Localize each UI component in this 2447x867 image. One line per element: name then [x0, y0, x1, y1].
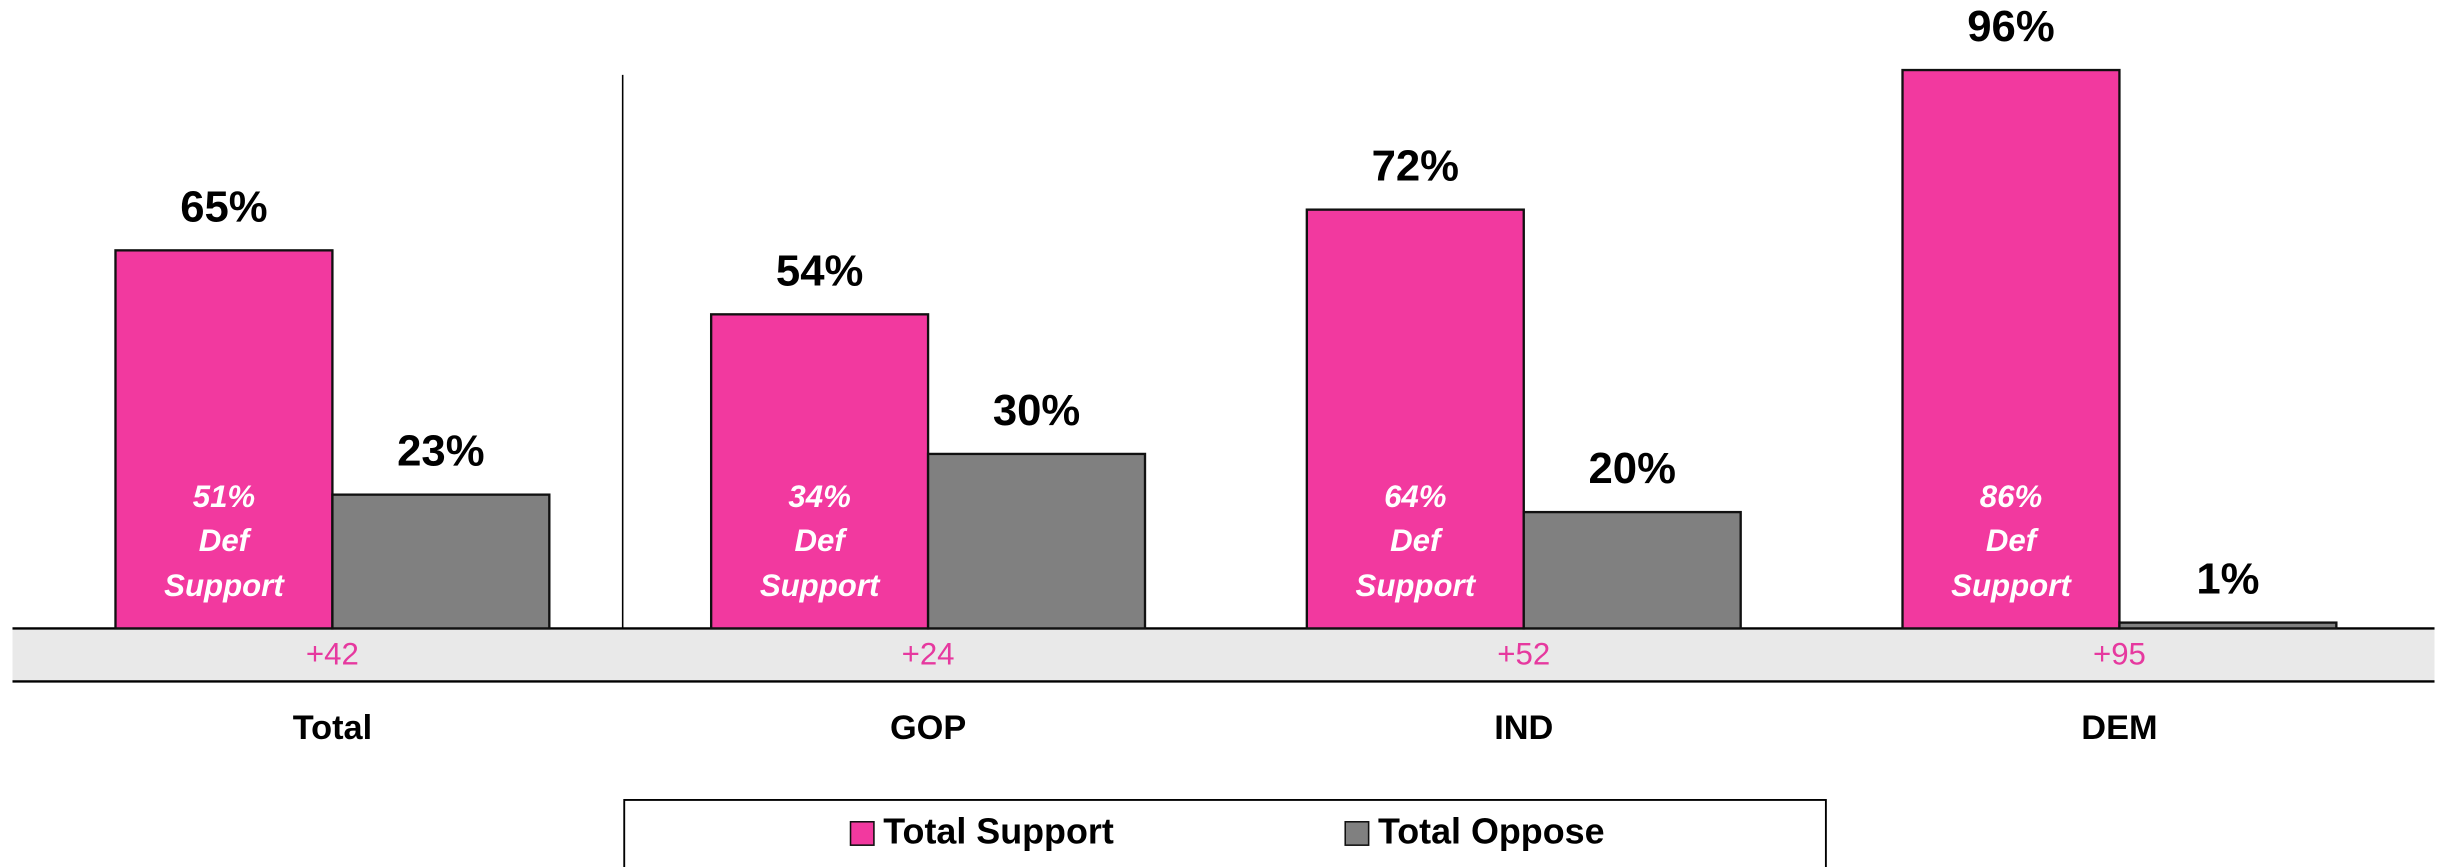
margin-strip — [12, 628, 2435, 682]
bar — [1901, 68, 2121, 630]
bar — [114, 249, 334, 630]
def-support-label: Def — [794, 523, 847, 558]
legend-label: Total Support — [883, 812, 1114, 852]
def-support-value: 86% — [1980, 479, 2042, 514]
legend-label: Total Oppose — [1378, 812, 1605, 852]
def-support-label: Def — [1390, 523, 1443, 558]
value-label: 65% — [180, 182, 267, 231]
value-label: 54% — [776, 246, 863, 295]
x-tick-label: IND — [1494, 709, 1553, 747]
x-tick-label: Total — [293, 709, 372, 747]
value-label: 1% — [2196, 555, 2259, 604]
bar — [2118, 621, 2338, 630]
def-support-label: Def — [1986, 523, 2039, 558]
value-label: 30% — [993, 386, 1080, 435]
value-label: 96% — [1967, 2, 2054, 51]
bar — [1305, 208, 1525, 630]
def-support-value: 64% — [1384, 479, 1446, 514]
def-support-value: 34% — [788, 479, 850, 514]
def-support-label: Support — [1951, 568, 2072, 603]
legend-swatch — [1344, 820, 1370, 846]
bar — [709, 313, 930, 630]
bar — [926, 452, 1147, 630]
x-tick-label: GOP — [890, 709, 966, 747]
bar — [331, 493, 551, 630]
margin-label: +52 — [1497, 637, 1550, 672]
x-tick-label: DEM — [2081, 709, 2157, 747]
value-label: 23% — [397, 427, 484, 476]
legend-box — [623, 799, 1827, 867]
def-support-label: Def — [199, 523, 252, 558]
value-label: 72% — [1372, 142, 1459, 191]
value-label: 20% — [1589, 444, 1676, 493]
legend-swatch — [849, 820, 875, 846]
margin-label: +42 — [306, 637, 359, 672]
def-support-value: 51% — [193, 479, 255, 514]
margin-label: +24 — [902, 637, 955, 672]
def-support-label: Support — [760, 568, 881, 603]
bar — [1522, 510, 1742, 630]
def-support-label: Support — [1356, 568, 1477, 603]
margin-label: +95 — [2093, 637, 2146, 672]
def-support-label: Support — [164, 568, 285, 603]
